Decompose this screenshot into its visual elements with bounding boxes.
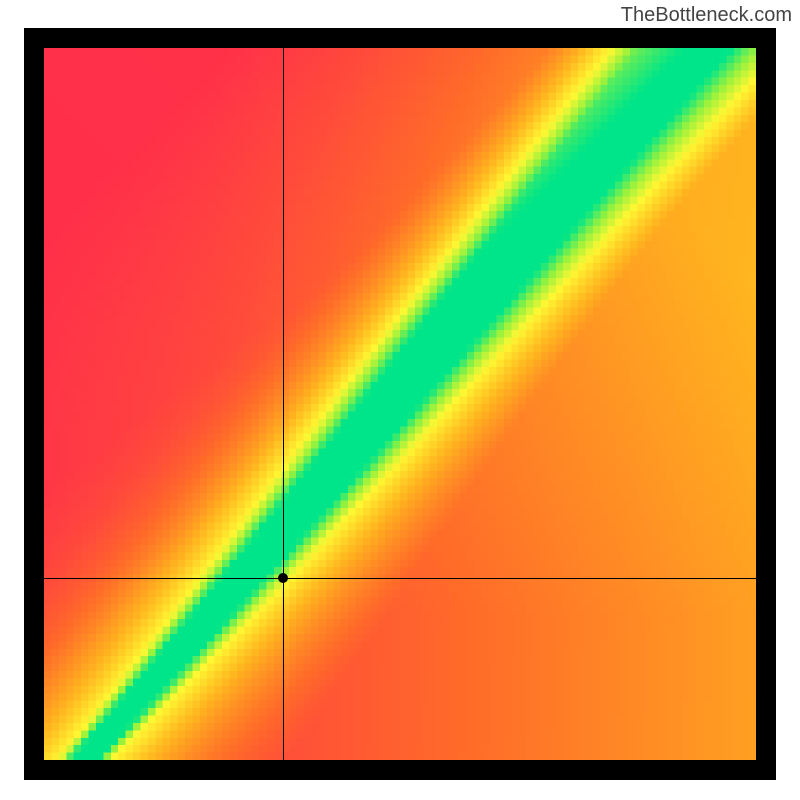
- crosshair-vertical: [283, 48, 284, 760]
- plot-area: [44, 48, 756, 760]
- heatmap-canvas: [44, 48, 756, 760]
- watermark-text: TheBottleneck.com: [621, 4, 792, 27]
- chart-frame: [24, 28, 776, 780]
- marker-dot: [278, 573, 288, 583]
- crosshair-horizontal: [44, 578, 756, 579]
